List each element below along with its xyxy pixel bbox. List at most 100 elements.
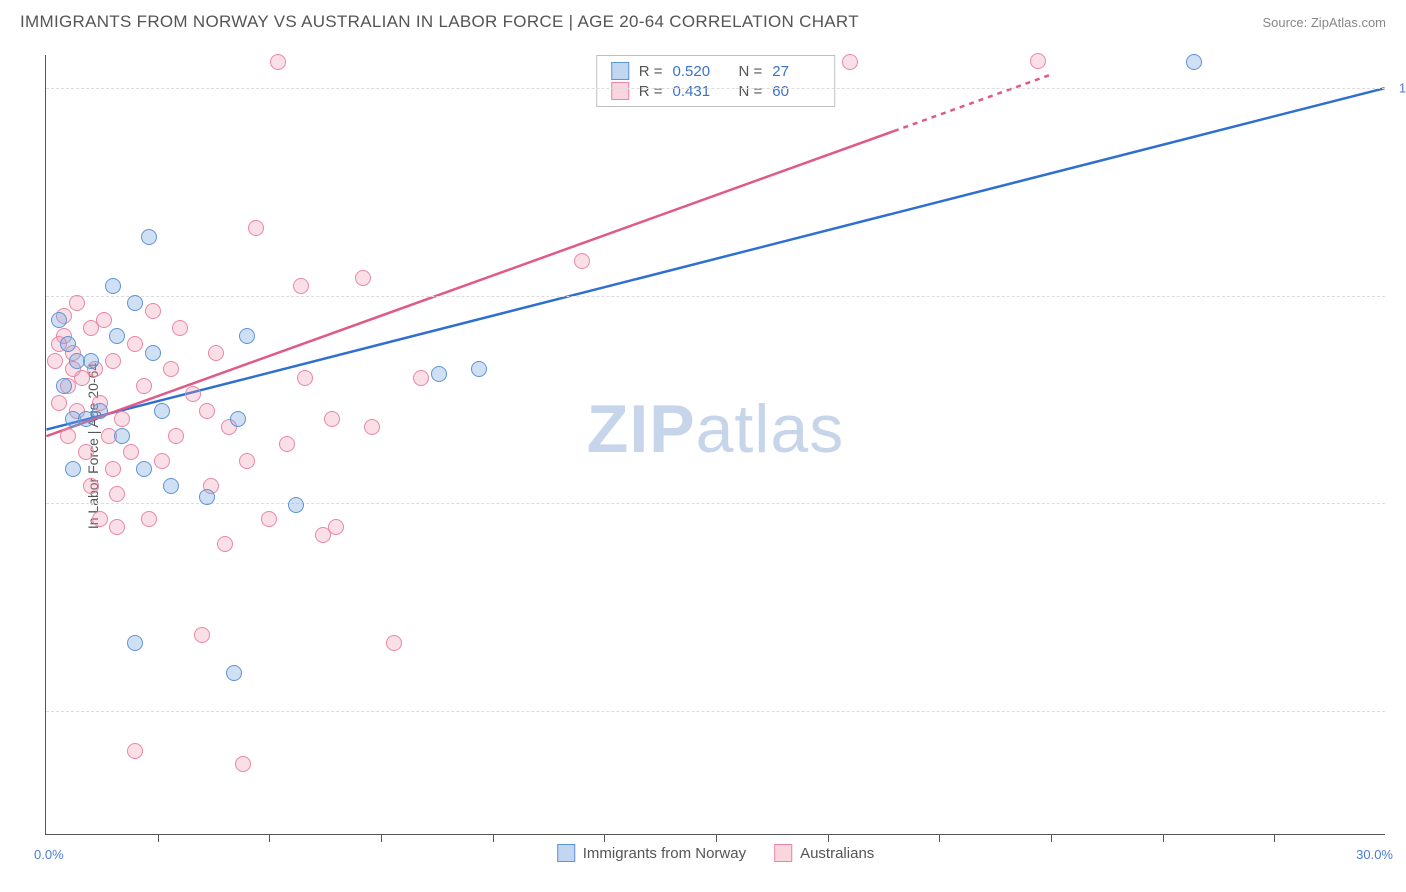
data-point-pink	[574, 253, 590, 269]
x-tick	[158, 834, 159, 842]
data-point-blue	[199, 489, 215, 505]
data-point-pink	[293, 278, 309, 294]
data-point-pink	[69, 295, 85, 311]
swatch-pink-icon	[774, 844, 792, 862]
swatch-blue-icon	[557, 844, 575, 862]
x-tick	[604, 834, 605, 842]
data-point-blue	[471, 361, 487, 377]
data-point-blue	[114, 428, 130, 444]
data-point-pink	[328, 519, 344, 535]
data-point-pink	[51, 395, 67, 411]
gridline-h	[46, 88, 1385, 89]
chart-header: IMMIGRANTS FROM NORWAY VS AUSTRALIAN IN …	[0, 0, 1406, 40]
data-point-blue	[145, 345, 161, 361]
watermark: ZIPatlas	[587, 390, 844, 468]
data-point-pink	[136, 378, 152, 394]
data-point-pink	[386, 635, 402, 651]
stats-row-pink: R = 0.431 N = 60	[611, 81, 821, 101]
data-point-pink	[172, 320, 188, 336]
data-point-pink	[261, 511, 277, 527]
gridline-h	[46, 296, 1385, 297]
data-point-pink	[109, 486, 125, 502]
series-legend: Immigrants from Norway Australians	[557, 844, 875, 862]
gridline-h	[46, 503, 1385, 504]
data-point-pink	[78, 444, 94, 460]
data-point-blue	[51, 312, 67, 328]
plot-region: ZIPatlas R = 0.520 N = 27 R = 0.431 N = …	[45, 55, 1385, 835]
data-point-blue	[105, 278, 121, 294]
data-point-blue	[109, 328, 125, 344]
data-point-blue	[1186, 54, 1202, 70]
x-tick	[381, 834, 382, 842]
data-point-blue	[56, 378, 72, 394]
x-tick	[1274, 834, 1275, 842]
data-point-pink	[168, 428, 184, 444]
data-point-blue	[230, 411, 246, 427]
data-point-pink	[96, 312, 112, 328]
data-point-pink	[127, 336, 143, 352]
data-point-pink	[1030, 53, 1046, 69]
data-point-blue	[431, 366, 447, 382]
stats-legend-box: R = 0.520 N = 27 R = 0.431 N = 60	[596, 55, 836, 107]
x-tick	[939, 834, 940, 842]
trend-lines	[46, 55, 1385, 834]
x-tick	[269, 834, 270, 842]
data-point-pink	[123, 444, 139, 460]
x-axis-min-label: 0.0%	[34, 847, 64, 862]
data-point-pink	[127, 743, 143, 759]
data-point-pink	[199, 403, 215, 419]
data-point-pink	[109, 519, 125, 535]
x-axis-max-label: 30.0%	[1356, 847, 1393, 862]
data-point-blue	[288, 497, 304, 513]
data-point-blue	[92, 403, 108, 419]
data-point-pink	[92, 511, 108, 527]
x-tick	[1051, 834, 1052, 842]
stats-row-blue: R = 0.520 N = 27	[611, 61, 821, 81]
data-point-pink	[208, 345, 224, 361]
source-attribution: Source: ZipAtlas.com	[1262, 15, 1386, 30]
x-tick	[716, 834, 717, 842]
data-point-blue	[163, 478, 179, 494]
x-tick	[828, 834, 829, 842]
data-point-blue	[65, 461, 81, 477]
data-point-pink	[185, 386, 201, 402]
data-point-pink	[114, 411, 130, 427]
data-point-pink	[60, 428, 76, 444]
data-point-pink	[239, 453, 255, 469]
x-tick	[1163, 834, 1164, 842]
swatch-blue-icon	[611, 62, 629, 80]
legend-item-blue: Immigrants from Norway	[557, 844, 746, 862]
data-point-pink	[217, 536, 233, 552]
data-point-pink	[47, 353, 63, 369]
data-point-pink	[163, 361, 179, 377]
data-point-pink	[279, 436, 295, 452]
data-point-blue	[239, 328, 255, 344]
data-point-blue	[127, 295, 143, 311]
data-point-pink	[105, 353, 121, 369]
x-tick	[493, 834, 494, 842]
data-point-blue	[60, 336, 76, 352]
data-point-pink	[83, 478, 99, 494]
data-point-pink	[324, 411, 340, 427]
data-point-pink	[364, 419, 380, 435]
data-point-blue	[154, 403, 170, 419]
chart-area: ZIPatlas R = 0.520 N = 27 R = 0.431 N = …	[45, 55, 1385, 835]
y-tick-label: 100.0%	[1399, 81, 1406, 96]
data-point-pink	[145, 303, 161, 319]
data-point-pink	[154, 453, 170, 469]
data-point-pink	[248, 220, 264, 236]
data-point-pink	[842, 54, 858, 70]
data-point-blue	[136, 461, 152, 477]
data-point-pink	[235, 756, 251, 772]
gridline-h	[46, 711, 1385, 712]
data-point-blue	[83, 353, 99, 369]
swatch-pink-icon	[611, 82, 629, 100]
data-point-blue	[141, 229, 157, 245]
legend-item-pink: Australians	[774, 844, 874, 862]
data-point-pink	[355, 270, 371, 286]
data-point-pink	[297, 370, 313, 386]
data-point-pink	[270, 54, 286, 70]
data-point-blue	[226, 665, 242, 681]
data-point-pink	[141, 511, 157, 527]
data-point-pink	[194, 627, 210, 643]
